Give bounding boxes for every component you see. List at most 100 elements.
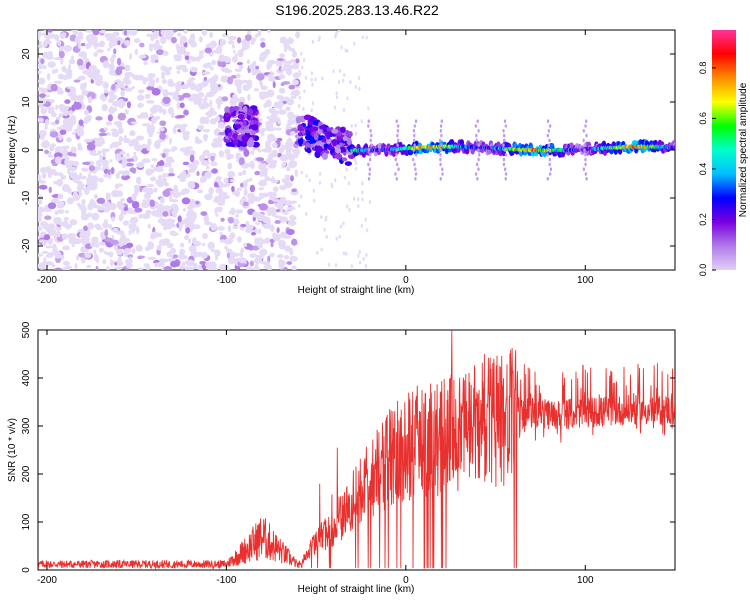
spectrogram-cell [128,53,133,60]
spectrogram-cell [45,245,54,249]
spectrogram-cell [165,30,174,35]
spectrogram-cell [47,30,53,33]
spectrogram-cell [44,123,48,131]
colorbar-tick-label: 0.6 [698,112,708,125]
spectrogram-cell [293,79,299,86]
spectrogram-cell [189,95,194,102]
spectrogram-cell [279,53,285,59]
spectrogram-cell [57,73,65,80]
spectrogram-cell [290,95,297,100]
spectrogram-cell [59,33,66,39]
spectrogram-cell [548,162,551,167]
spectrogram-cell [154,139,163,144]
spectrogram-cell [170,36,177,44]
spectrogram-cell [260,127,266,132]
spectrogram-cell [210,161,218,167]
spectrogram-cell [178,64,187,70]
spectrogram-cells [38,30,675,270]
spectrogram-cell [284,245,291,252]
spectrogram-cell [465,147,470,155]
spectrogram-cell [202,63,210,69]
spectrogram-cell [62,245,71,251]
spectrogram-cell [276,201,284,209]
y-tick-label: 400 [21,369,32,386]
spectrogram-cell [86,229,91,237]
spectrogram-cell [98,241,107,246]
spectrogram-cell [354,84,358,89]
spectrogram-cell [262,216,270,224]
spectrogram-cell [231,98,237,107]
spectrogram-cell [68,63,72,72]
spectrogram-cell [270,210,277,217]
spectrogram-cell [42,222,50,230]
spectrogram-cell [129,167,137,173]
spectrogram-cell [77,94,85,101]
spectrogram-cell [47,252,56,256]
spectrogram-cell [212,50,218,54]
spectrogram-cell [274,110,280,115]
spectrogram-cell [395,153,398,157]
spectrogram-cell [38,199,43,205]
spectrogram-cell [163,50,169,56]
spectrogram-cell [77,75,86,81]
spectrogram-cell [333,105,337,110]
spectrogram-cell [104,229,109,237]
spectrogram-cell [162,226,168,231]
spectrogram-cell [166,242,174,249]
spectrogram-cell [53,267,63,270]
spectrogram-cell [54,34,60,42]
spectrogram-cell [108,223,113,230]
spectrogram-cell [135,176,142,185]
spectrogram-cell [149,168,155,174]
spectrogram-cell [72,161,80,167]
spectrogram-cell [258,118,263,122]
spectrogram-cell [105,121,113,126]
spectrogram-cell [98,132,108,137]
spectrogram-cell [242,169,247,176]
spectrogram-cell [323,227,326,232]
spectrogram-cell [281,81,291,85]
spectrogram-cell [182,92,191,98]
spectrogram-cell [162,88,169,97]
spectrogram-cell [250,231,256,236]
spectrogram-cell [47,61,56,68]
spectrogram-cell [345,167,348,172]
spectrogram-cell [65,210,69,214]
spectrogram-cell [260,85,268,91]
spectrogram-cell [124,39,131,47]
spectrogram-cell [335,144,341,149]
spectrogram-cell [53,152,63,159]
spectrogram-cell [126,101,132,109]
spectrogram-cell [144,93,151,99]
spectrogram-cell [212,76,217,84]
spectrogram-cell [197,124,205,131]
spectrogram-cell [231,252,240,257]
spectrogram-cell [397,167,400,171]
spectrogram-cell [105,201,111,209]
spectrogram-cell [257,241,263,249]
spectrogram-cell [277,239,287,248]
spectrogram-cell [267,73,273,78]
spectrogram-cell [583,148,586,152]
spectrogram-cell [345,204,349,209]
x-tick-label: -200 [37,575,57,586]
spectrogram-cell [288,84,296,90]
spectrogram-cell [42,242,47,246]
spectrogram-cell [311,82,314,87]
spectrogram-cell [62,220,69,228]
spectrogram-cell [156,244,162,251]
spectrogram-cell [116,57,122,66]
spectrogram-cell [53,233,57,242]
spectrogram-cell [289,214,296,221]
spectrogram-cell [174,124,183,129]
spectrogram-cell [242,201,249,207]
spectrogram-cell [188,245,197,254]
spectrogram-cell [176,70,181,74]
spectrogram-cell [77,183,85,188]
spectrogram-cell [38,70,42,74]
spectrogram-cell [211,168,219,174]
spectrogram-cell [502,162,506,167]
spectrogram-cell [286,64,295,70]
spectrogram-cell [238,256,247,264]
spectrogram-cell [190,41,198,48]
